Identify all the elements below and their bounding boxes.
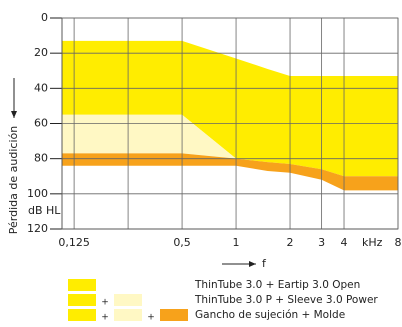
- x-tick-label: 8: [395, 236, 402, 249]
- x-tick-label: 1: [233, 236, 240, 249]
- y-tick-label: 40: [34, 81, 48, 94]
- y-tick-label: 0: [41, 11, 48, 24]
- legend-label: ThinTube 3.0 P + Sleeve 3.0 Power: [194, 294, 378, 306]
- x-unit: kHz: [362, 236, 383, 249]
- y-tick-label: 20: [34, 46, 48, 59]
- legend-joiner: +: [101, 313, 109, 323]
- legend: ThinTube 3.0 + Eartip 3.0 Open + ThinTube …: [68, 279, 378, 323]
- x-tick-label: 0,5: [173, 236, 191, 249]
- x-tick-label: 0,125: [58, 236, 90, 249]
- band-area: [62, 114, 237, 159]
- x-tick-label: 4: [341, 236, 348, 249]
- y-tick-label: 60: [34, 117, 48, 130]
- axes: 0 20 40 60 80 100 120 0,125 0,5 1 2 3 4 8: [27, 11, 402, 249]
- legend-swatch: [68, 279, 96, 291]
- y-tick-label: 100: [27, 187, 48, 200]
- legend-joiner: +: [147, 313, 155, 323]
- plot-frame: [61, 17, 399, 230]
- x-label: f: [262, 257, 267, 270]
- y-tick-label: 120: [27, 222, 48, 235]
- legend-label: ThinTube 3.0 + Eartip 3.0 Open: [194, 279, 360, 291]
- band-area: [62, 153, 398, 191]
- legend-swatch: [68, 309, 96, 321]
- legend-swatch: [160, 309, 188, 321]
- x-tick-label: 3: [318, 236, 325, 249]
- legend-swatch: [68, 294, 96, 306]
- legend-swatch: [114, 294, 142, 306]
- y-unit: dB HL: [28, 204, 61, 217]
- y-tick-label: 80: [34, 152, 48, 165]
- y-label: Pérdida de audición: [7, 126, 20, 234]
- plot-areas: [62, 40, 398, 191]
- band-area: [62, 40, 398, 177]
- legend-swatch: [114, 309, 142, 321]
- legend-joiner: +: [101, 298, 109, 308]
- legend-label: Gancho de sujeción + Molde: [195, 309, 345, 321]
- x-tick-label: 2: [287, 236, 294, 249]
